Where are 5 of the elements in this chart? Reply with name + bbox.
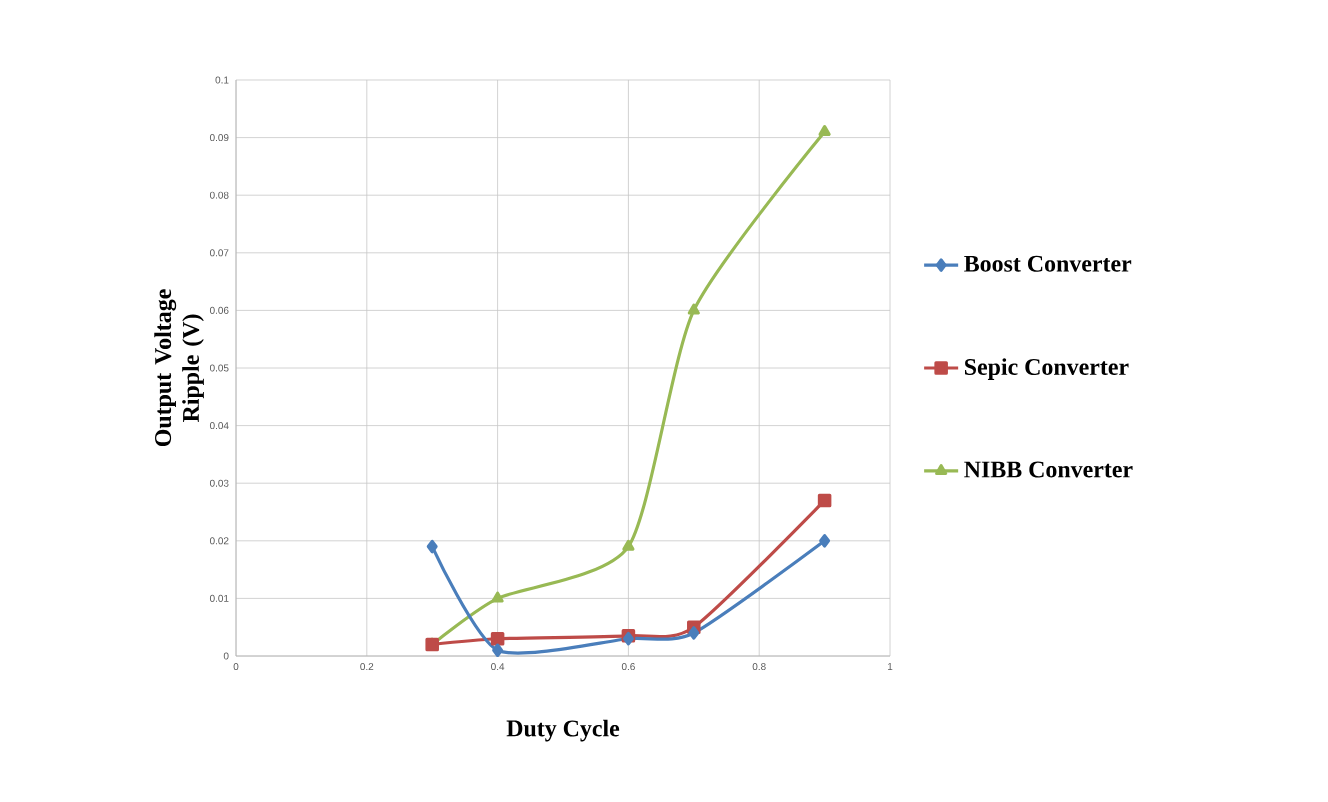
- x-axis-title: Duty Cycle: [506, 719, 620, 742]
- legend-label: NIBB Converter: [964, 461, 1133, 478]
- legend-label: Sepic Converter: [965, 358, 1129, 380]
- legend-label: Boost Converter: [964, 255, 1132, 272]
- y-axis-title: Output Voltage Ripple (V): [154, 289, 204, 447]
